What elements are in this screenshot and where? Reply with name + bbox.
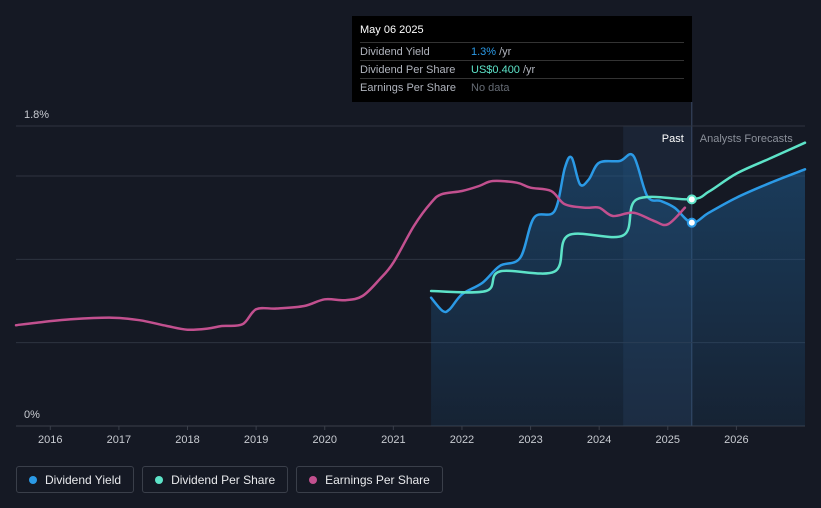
tooltip-unit: /yr <box>522 63 536 76</box>
tooltip-value: 1.3% <box>471 45 497 58</box>
x-tick-label: 2020 <box>312 434 336 446</box>
dividend-per-share-marker <box>686 194 697 205</box>
tooltip-row-dividend-per-share: Dividend Per Share US$0.400 /yr <box>360 60 684 78</box>
tooltip-value: US$0.400 <box>471 63 520 76</box>
x-tick-label: 2024 <box>587 434 611 446</box>
tooltip-unit: /yr <box>499 45 512 58</box>
legend-dot-icon <box>155 475 164 484</box>
x-tick-label: 2023 <box>518 434 542 446</box>
legend-item-dividend-yield[interactable]: Dividend Yield <box>16 466 135 493</box>
legend-item-earnings-per-share[interactable]: Earnings Per Share <box>296 466 443 493</box>
chart-legend: Dividend Yield Dividend Per Share Earnin… <box>16 466 443 493</box>
legend-item-dividend-per-share[interactable]: Dividend Per Share <box>142 466 289 493</box>
x-tick-label: 2021 <box>381 434 405 446</box>
y-tick-label: 0% <box>24 409 40 421</box>
x-tick-label: 2026 <box>724 434 748 446</box>
tooltip-row-dividend-yield: Dividend Yield 1.3% /yr <box>360 42 684 60</box>
x-tick-label: 2025 <box>656 434 680 446</box>
forecast-label: Analysts Forecasts <box>700 133 793 145</box>
tooltip-value: No data <box>471 81 510 94</box>
x-tick-label: 2017 <box>107 434 131 446</box>
x-tick-label: 2018 <box>175 434 199 446</box>
x-tick-label: 2022 <box>450 434 474 446</box>
earnings-per-share-line <box>14 179 687 332</box>
dividend-yield-marker <box>686 217 697 228</box>
legend-label: Dividend Yield <box>45 472 122 487</box>
legend-label: Earnings Per Share <box>325 472 430 487</box>
tooltip-row-earnings-per-share: Earnings Per Share No data <box>360 78 684 96</box>
x-tick-label: 2019 <box>244 434 268 446</box>
chart-tooltip: May 06 2025 Dividend Yield 1.3% /yr Divi… <box>352 16 692 102</box>
past-label: Past <box>662 133 684 145</box>
legend-label: Dividend Per Share <box>171 472 276 487</box>
dividend-per-share-line <box>429 141 807 294</box>
y-tick-label: 1.8% <box>24 109 49 121</box>
tooltip-label: Dividend Per Share <box>360 63 456 76</box>
legend-dot-icon <box>309 475 318 484</box>
tooltip-label: Earnings Per Share <box>360 81 456 94</box>
legend-dot-icon <box>29 475 37 484</box>
tooltip-date: May 06 2025 <box>360 24 424 36</box>
x-tick-label: 2016 <box>38 434 62 446</box>
dividend-yield-area <box>431 154 805 426</box>
tooltip-label: Dividend Yield <box>360 45 430 58</box>
